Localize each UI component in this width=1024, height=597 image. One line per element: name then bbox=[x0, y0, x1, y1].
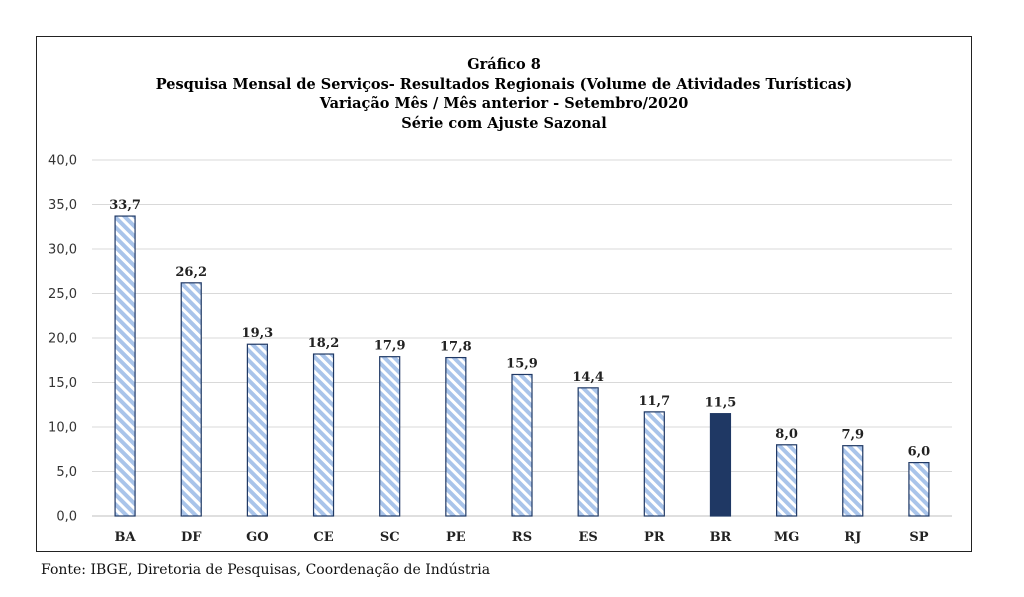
x-tick-label-mg: MG bbox=[774, 530, 800, 545]
data-label-sc: 17,9 bbox=[374, 339, 406, 354]
bar-br bbox=[709, 413, 732, 517]
x-tick-label-es: ES bbox=[579, 530, 598, 545]
chart-title: Gráfico 8 bbox=[467, 56, 541, 73]
bar-pr bbox=[643, 411, 665, 517]
y-tick-label: 10,0 bbox=[48, 421, 77, 436]
bar-rj bbox=[842, 445, 864, 517]
gridlines bbox=[92, 159, 952, 517]
x-tick-label-pe: PE bbox=[446, 530, 466, 545]
data-label-rs: 15,9 bbox=[506, 356, 538, 371]
data-label-ba: 33,7 bbox=[109, 198, 141, 213]
chart-titles: Gráfico 8 Pesquisa Mensal de Serviços- R… bbox=[37, 55, 971, 133]
chart-subtitle-1: Pesquisa Mensal de Serviços- Resultados … bbox=[155, 75, 853, 93]
data-label-pr: 11,7 bbox=[638, 394, 670, 409]
x-axis-ticks: BA DF GO CE SC PE RS ES PR BR MG RJ SP bbox=[115, 530, 929, 545]
x-tick-label-ba: BA bbox=[115, 530, 137, 545]
data-label-mg: 8,0 bbox=[775, 427, 798, 442]
bar-sc bbox=[379, 356, 401, 517]
y-tick-label: 35,0 bbox=[48, 198, 77, 213]
y-tick-label: 40,0 bbox=[48, 154, 77, 169]
y-tick-label: 30,0 bbox=[48, 243, 77, 258]
bars bbox=[114, 215, 930, 517]
y-tick-label: 0,0 bbox=[56, 510, 77, 525]
y-tick-label: 25,0 bbox=[48, 287, 77, 302]
data-label-br: 11,5 bbox=[705, 396, 737, 411]
data-label-go: 19,3 bbox=[242, 326, 274, 341]
data-label-df: 26,2 bbox=[175, 265, 207, 280]
bar-es bbox=[577, 387, 599, 517]
bar-sp bbox=[908, 462, 930, 517]
y-tick-label: 15,0 bbox=[48, 376, 77, 391]
x-tick-label-br: BR bbox=[710, 530, 732, 545]
source-note: Fonte: IBGE, Diretoria de Pesquisas, Coo… bbox=[41, 562, 491, 578]
x-tick-label-ce: CE bbox=[313, 530, 333, 545]
chart-subtitle-3: Série com Ajuste Sazonal bbox=[401, 114, 607, 132]
x-tick-label-sp: SP bbox=[909, 530, 928, 545]
data-label-pe: 17,8 bbox=[440, 340, 472, 355]
bar-go bbox=[246, 343, 268, 517]
y-axis-ticks: 0,0 5,0 10,0 15,0 20,0 25,0 30,0 35,0 40,0 bbox=[48, 154, 77, 525]
data-label-sp: 6,0 bbox=[908, 445, 931, 460]
y-tick-label: 20,0 bbox=[48, 332, 77, 347]
bar-ba bbox=[114, 215, 136, 517]
data-label-es: 14,4 bbox=[572, 370, 604, 385]
x-tick-label-sc: SC bbox=[380, 530, 400, 545]
x-tick-label-pr: PR bbox=[644, 530, 665, 545]
bar-ce bbox=[312, 353, 335, 517]
y-tick-label: 5,0 bbox=[56, 465, 77, 480]
data-labels: 33,7 26,2 19,3 18,2 17,9 17,8 15,9 14,4 11,7 11,5… bbox=[109, 198, 930, 460]
bar-rs bbox=[511, 373, 533, 517]
bar-pe bbox=[445, 356, 467, 517]
x-tick-label-df: DF bbox=[181, 530, 202, 545]
data-label-rj: 7,9 bbox=[841, 428, 864, 443]
data-label-ce: 18,2 bbox=[308, 336, 340, 351]
bar-df bbox=[180, 282, 202, 517]
x-tick-label-rs: RS bbox=[512, 530, 532, 545]
bar-mg bbox=[776, 444, 798, 517]
chart-frame: Gráfico 8 Pesquisa Mensal de Serviços- R… bbox=[36, 36, 972, 552]
chart-subtitle-2: Variação Mês / Mês anterior - Setembro/2… bbox=[319, 95, 689, 112]
x-tick-label-rj: RJ bbox=[844, 530, 861, 545]
x-tick-label-go: GO bbox=[246, 530, 268, 545]
